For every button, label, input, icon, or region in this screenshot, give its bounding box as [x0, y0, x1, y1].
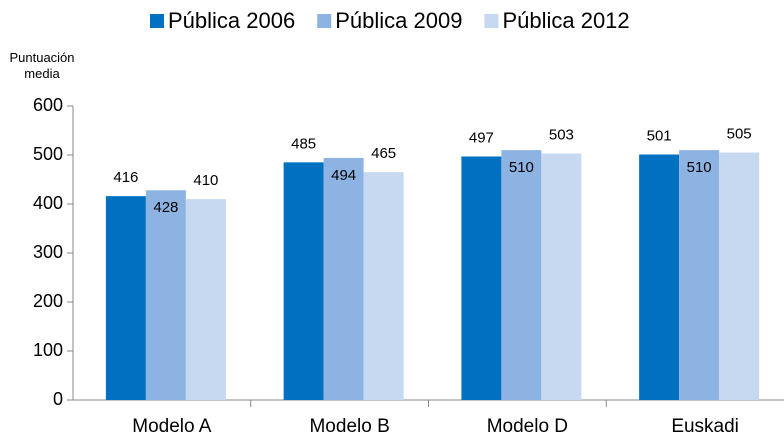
legend-label: Pública 2009	[335, 8, 462, 33]
x-tick-label: Modelo D	[487, 416, 568, 437]
y-tick-label: 0	[53, 389, 63, 409]
legend-label: Pública 2006	[168, 8, 295, 33]
bar	[501, 150, 542, 400]
y-tick-label: 300	[33, 242, 63, 262]
bar	[719, 152, 760, 400]
y-tick-label: 600	[33, 95, 63, 115]
data-label: 503	[549, 126, 574, 143]
bar	[105, 196, 146, 400]
bar	[363, 172, 404, 400]
bar	[323, 157, 364, 400]
y-axis-label: Puntuación media	[9, 50, 75, 81]
y-tick-label: 500	[33, 144, 63, 164]
legend-swatch	[150, 14, 164, 28]
x-tick-label: Modelo B	[309, 416, 389, 437]
data-label: 501	[647, 127, 672, 144]
x-tick-label: Modelo A	[132, 416, 212, 437]
data-label: 410	[193, 172, 218, 189]
bar	[283, 162, 324, 400]
y-tick-label: 100	[33, 340, 63, 360]
data-label: 428	[153, 199, 178, 216]
legend-label: Pública 2012	[502, 8, 629, 33]
data-label: 494	[331, 167, 356, 184]
bar	[639, 154, 680, 400]
bar	[145, 190, 186, 400]
data-label: 465	[371, 145, 396, 162]
bar	[461, 156, 502, 400]
bar	[679, 150, 720, 400]
data-label: 510	[687, 159, 712, 176]
data-label: 416	[113, 169, 138, 186]
bar	[541, 153, 582, 400]
x-tick-label: Euskadi	[671, 416, 739, 437]
data-label: 497	[469, 129, 494, 146]
data-label: 510	[509, 159, 534, 176]
data-label: 485	[291, 135, 316, 152]
bar	[185, 199, 226, 400]
y-tick-label: 400	[33, 193, 63, 213]
data-label: 505	[727, 126, 752, 143]
legend-swatch	[317, 14, 332, 28]
legend-swatch	[484, 14, 499, 28]
y-tick-label: 200	[33, 291, 63, 311]
